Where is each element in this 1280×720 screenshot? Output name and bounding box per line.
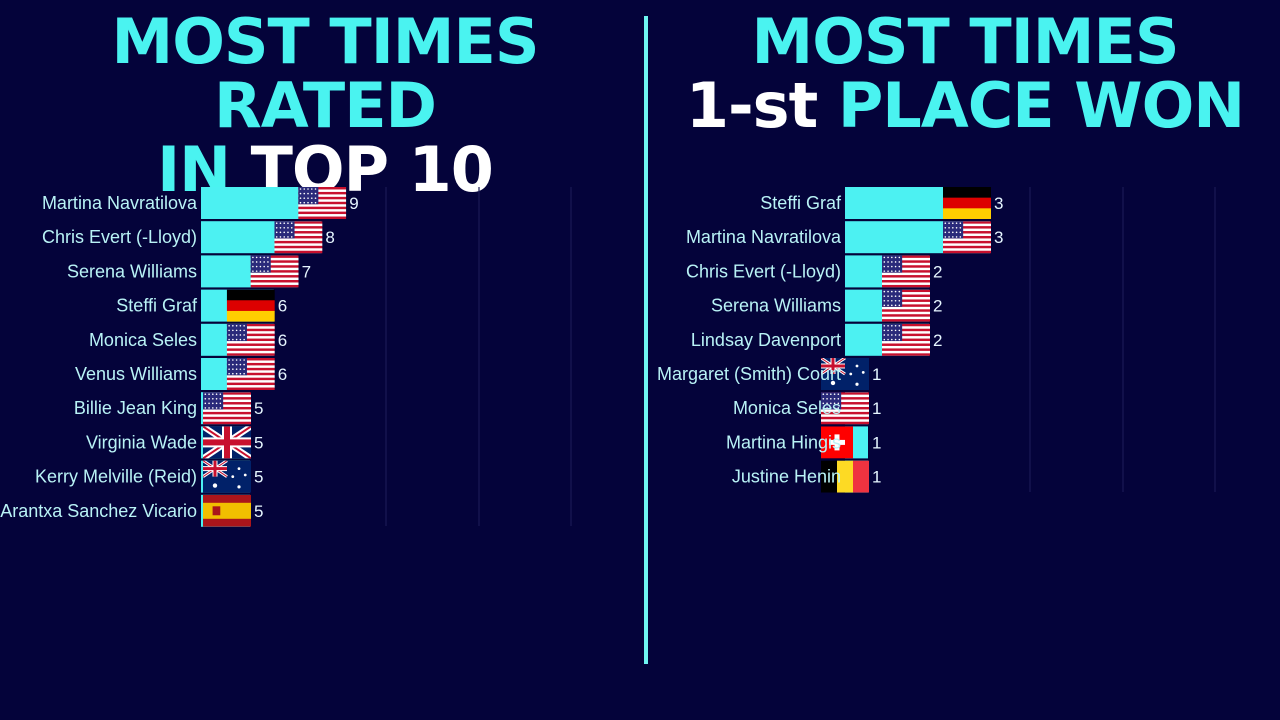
value-label: 1 (872, 433, 881, 452)
es-flag-icon (203, 494, 251, 527)
top10-bar-chart: Martina Navratilova 9 Chris Evert (-Lloyd)… (0, 187, 572, 527)
category-label: Steffi Graf (116, 296, 198, 316)
category-label: Justine Henin (732, 467, 841, 487)
bar-row: Martina Hingis 1 (726, 426, 881, 459)
bar-row: Martina Navratilova 9 (42, 187, 359, 219)
bar-row: Arantxa Sanchez Vicario 5 (0, 494, 263, 527)
ch-flag-icon (821, 426, 853, 459)
category-label: Martina Navratilova (42, 193, 198, 213)
value-label: 2 (933, 331, 942, 350)
value-label: 6 (278, 331, 287, 350)
bar-row: Monica Seles 6 (89, 323, 287, 356)
us-flag-icon (250, 255, 299, 288)
right-title-line1: MOST TIMES (751, 5, 1180, 78)
bar-row: Billie Jean King 5 (74, 392, 263, 425)
category-label: Serena Williams (711, 296, 841, 316)
left-title-line1: MOST TIMES RATED (111, 5, 540, 142)
us-flag-icon (821, 392, 869, 425)
right-title-line2: 1-st PLACE WON (650, 74, 1280, 138)
value-label: 1 (872, 365, 881, 384)
bar-row: Chris Evert (-Lloyd) 2 (686, 255, 942, 288)
category-label: Billie Jean King (74, 398, 197, 418)
bar-row: Venus Williams 6 (75, 358, 287, 390)
bar-row: Lindsay Davenport 2 (691, 323, 942, 356)
category-label: Chris Evert (-Lloyd) (686, 261, 841, 281)
be-flag-icon (821, 460, 869, 493)
bar-row: Chris Evert (-Lloyd) 8 (42, 221, 335, 254)
us-flag-icon (226, 358, 275, 390)
category-label: Arantxa Sanchez Vicario (0, 501, 197, 521)
bar-row: Steffi Graf 3 (760, 187, 1003, 219)
category-label: Lindsay Davenport (691, 330, 841, 350)
us-flag-icon (203, 392, 251, 425)
bar-row: Serena Williams 7 (67, 255, 311, 288)
bar-row: Justine Henin 1 (732, 460, 881, 493)
right-title-line2b: PLACE WON (837, 69, 1245, 142)
de-flag-icon (226, 289, 275, 322)
value-label: 6 (278, 365, 287, 384)
value-label: 3 (994, 194, 1003, 213)
center-divider (644, 16, 648, 664)
us-flag-icon (882, 323, 930, 356)
category-label: Steffi Graf (760, 193, 842, 213)
right-chart-title: MOST TIMES 1-st PLACE WON (650, 10, 1280, 138)
au-flag-icon (821, 358, 869, 390)
value-label: 2 (933, 262, 942, 281)
bar-row: Serena Williams 2 (711, 289, 942, 322)
bar-row: Kerry Melville (Reid) 5 (35, 460, 263, 493)
right-title-line2a: 1-st (685, 69, 838, 142)
category-label: Kerry Melville (Reid) (35, 467, 197, 487)
value-label: 9 (349, 194, 358, 213)
category-label: Serena Williams (67, 261, 197, 281)
uk-flag-icon (203, 426, 251, 459)
value-label: 5 (254, 502, 263, 521)
de-flag-icon (943, 187, 991, 219)
category-label: Chris Evert (-Lloyd) (42, 227, 197, 247)
bar-row: Martina Navratilova 3 (686, 221, 1003, 254)
au-flag-icon (203, 460, 251, 493)
bar-row: Steffi Graf 6 (116, 289, 287, 322)
value-label: 5 (254, 468, 263, 487)
category-label: Martina Navratilova (686, 227, 842, 247)
us-flag-icon (882, 255, 930, 288)
value-label: 1 (872, 399, 881, 418)
value-label: 5 (254, 433, 263, 452)
us-flag-icon (274, 221, 323, 254)
category-label: Virginia Wade (86, 432, 197, 452)
value-label: 2 (933, 297, 942, 316)
category-label: Monica Seles (89, 330, 197, 350)
category-label: Monica Seles (733, 398, 841, 418)
value-label: 6 (278, 297, 287, 316)
value-label: 8 (325, 228, 334, 247)
value-label: 3 (994, 228, 1003, 247)
value-label: 1 (872, 468, 881, 487)
us-flag-icon (298, 187, 347, 219)
us-flag-icon (226, 323, 275, 356)
value-label: 5 (254, 399, 263, 418)
bar-row: Virginia Wade 5 (86, 426, 263, 459)
value-label: 7 (302, 262, 311, 281)
category-label: Martina Hingis (726, 432, 841, 452)
bar-row: Margaret (Smith) Court 1 (657, 358, 881, 390)
us-flag-icon (943, 221, 991, 254)
us-flag-icon (882, 289, 930, 322)
category-label: Margaret (Smith) Court (657, 364, 841, 384)
category-label: Venus Williams (75, 364, 197, 384)
bar-row: Monica Seles 1 (733, 392, 881, 425)
